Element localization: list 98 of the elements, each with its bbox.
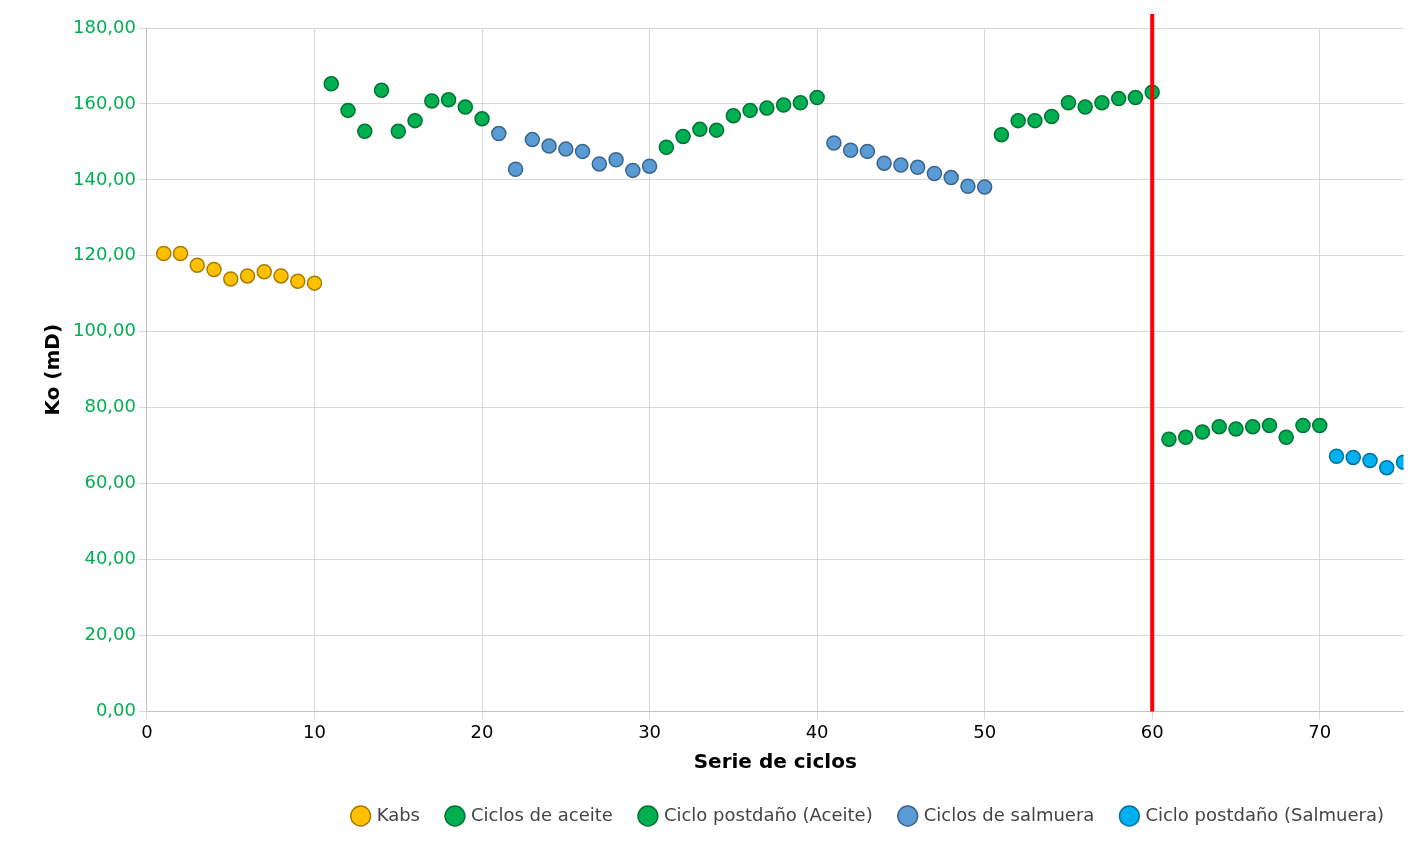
y-tick-label: 60,00 bbox=[84, 471, 136, 493]
legend-label: Kabs bbox=[376, 803, 420, 825]
point bbox=[239, 268, 256, 284]
point bbox=[976, 179, 993, 195]
point bbox=[759, 100, 775, 116]
point bbox=[424, 93, 440, 109]
point bbox=[558, 141, 574, 157]
y-tick-label: 20,00 bbox=[84, 623, 136, 645]
point bbox=[1328, 448, 1345, 465]
point bbox=[373, 82, 390, 99]
point bbox=[524, 131, 541, 148]
point bbox=[1228, 421, 1244, 437]
point bbox=[876, 155, 892, 171]
point bbox=[993, 126, 1010, 143]
point bbox=[574, 143, 591, 160]
point bbox=[1244, 418, 1261, 435]
point bbox=[725, 107, 742, 124]
point bbox=[675, 128, 691, 145]
point bbox=[223, 271, 239, 287]
point bbox=[1177, 429, 1194, 446]
point bbox=[893, 157, 909, 173]
point bbox=[775, 97, 792, 113]
point bbox=[390, 123, 407, 140]
x-tick-label: 0 bbox=[141, 720, 153, 742]
y-tick-label: 180,00 bbox=[73, 15, 136, 37]
point bbox=[1161, 431, 1177, 447]
point bbox=[440, 92, 457, 108]
point bbox=[1194, 424, 1211, 440]
point bbox=[206, 261, 222, 278]
point bbox=[608, 151, 624, 168]
point bbox=[658, 139, 675, 155]
point bbox=[1077, 99, 1093, 115]
y-tick-label: 140,00 bbox=[73, 167, 136, 189]
point bbox=[960, 178, 976, 195]
point bbox=[306, 275, 323, 291]
y-tick-label: 100,00 bbox=[73, 319, 136, 341]
point bbox=[323, 76, 340, 92]
point bbox=[1362, 452, 1378, 469]
point bbox=[708, 122, 725, 138]
point bbox=[474, 110, 490, 127]
point bbox=[1110, 90, 1127, 107]
y-tick-label: 40,00 bbox=[84, 547, 136, 569]
legend-label: Ciclos de salmuera bbox=[923, 803, 1095, 825]
y-tick-label: 120,00 bbox=[73, 243, 136, 265]
point bbox=[290, 273, 306, 289]
y-axis-title: Ko (mD) bbox=[40, 323, 65, 416]
point bbox=[909, 159, 926, 176]
point bbox=[1027, 112, 1043, 129]
point bbox=[1345, 449, 1361, 466]
point bbox=[943, 169, 959, 186]
point bbox=[1295, 417, 1311, 434]
point bbox=[273, 268, 289, 284]
point bbox=[1261, 417, 1278, 434]
point bbox=[859, 143, 876, 160]
point bbox=[407, 112, 423, 129]
x-axis-title: Serie de ciclos bbox=[693, 749, 857, 774]
point bbox=[541, 138, 557, 154]
point bbox=[625, 162, 641, 179]
legend-label: Ciclos de aceite bbox=[470, 803, 613, 825]
point bbox=[842, 142, 859, 158]
point bbox=[1060, 95, 1077, 111]
x-tick-label: 40 bbox=[805, 720, 829, 742]
y-tick-label: 0,00 bbox=[95, 699, 136, 721]
point bbox=[826, 135, 842, 151]
point bbox=[340, 102, 356, 119]
point bbox=[641, 158, 658, 174]
point bbox=[507, 161, 524, 177]
point bbox=[155, 245, 172, 262]
y-tick-label: 80,00 bbox=[84, 395, 136, 417]
x-tick-label: 60 bbox=[1140, 720, 1164, 742]
point bbox=[357, 123, 373, 140]
point bbox=[792, 95, 809, 111]
point bbox=[1311, 417, 1328, 434]
legend-label: Ciclo postdaño (Salmuera) bbox=[1145, 803, 1384, 825]
point bbox=[1010, 112, 1026, 129]
x-tick-label: 20 bbox=[470, 720, 494, 742]
point bbox=[692, 121, 708, 138]
x-tick-label: 10 bbox=[303, 720, 326, 742]
point bbox=[491, 125, 507, 142]
x-tick-label: 70 bbox=[1308, 720, 1332, 742]
y-tick-label: 160,00 bbox=[73, 91, 136, 113]
point bbox=[172, 245, 189, 262]
point bbox=[1379, 459, 1395, 476]
point bbox=[591, 156, 608, 172]
point bbox=[1043, 108, 1060, 125]
point bbox=[742, 102, 758, 119]
point bbox=[809, 89, 825, 106]
point bbox=[189, 257, 205, 274]
point bbox=[1127, 89, 1144, 106]
point bbox=[926, 165, 943, 182]
point bbox=[256, 264, 273, 280]
point bbox=[457, 99, 474, 115]
legend-label: Ciclo postdaño (Aceite) bbox=[663, 803, 873, 825]
x-tick-label: 50 bbox=[973, 720, 997, 742]
point bbox=[1211, 418, 1227, 435]
point bbox=[1094, 95, 1110, 111]
point bbox=[1278, 429, 1294, 446]
x-tick-label: 30 bbox=[638, 720, 662, 742]
